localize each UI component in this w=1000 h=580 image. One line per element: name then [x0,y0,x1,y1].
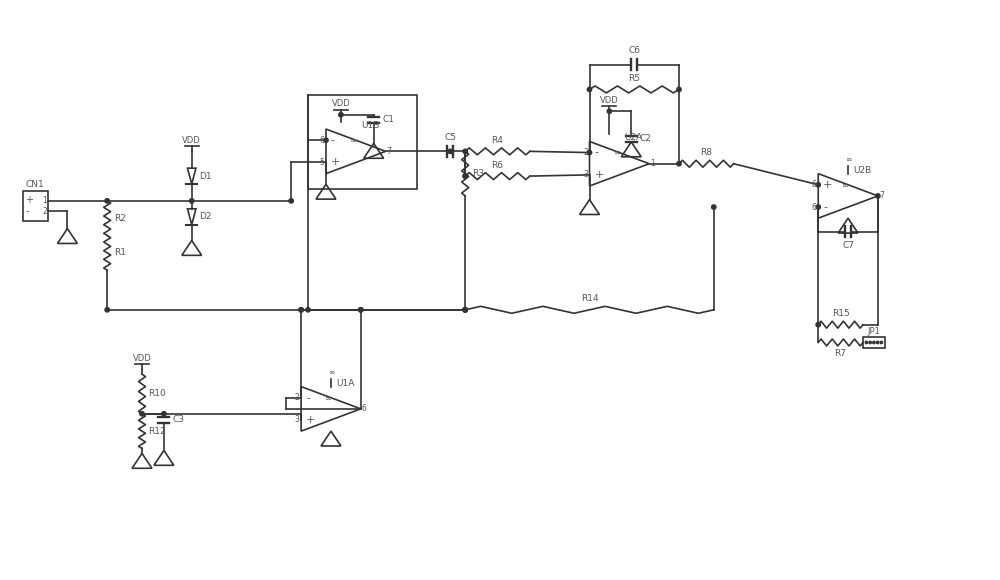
Circle shape [865,341,868,344]
Circle shape [876,194,880,198]
Bar [308,95,417,189]
Text: 5: 5 [320,158,324,167]
Text: VDD: VDD [133,354,151,363]
Text: -: - [25,206,29,216]
Text: 3: 3 [583,171,588,179]
Circle shape [105,307,109,312]
Circle shape [162,412,166,416]
Text: C3: C3 [172,415,184,424]
Text: R15: R15 [832,309,849,318]
Bar [863,337,885,348]
Circle shape [816,205,820,209]
Circle shape [299,307,303,312]
Text: -: - [594,147,598,158]
Bar [23,191,48,220]
Text: R10: R10 [148,390,166,398]
Circle shape [873,341,875,344]
Text: C1: C1 [382,115,394,124]
Circle shape [299,307,303,312]
Text: U2A: U2A [624,133,643,143]
Text: R8: R8 [700,148,712,157]
Circle shape [463,307,467,312]
Text: R2: R2 [114,213,126,223]
Circle shape [463,149,467,154]
Circle shape [816,322,820,327]
Text: 7: 7 [387,147,392,156]
Text: C5: C5 [444,133,456,142]
Text: R14: R14 [581,295,598,303]
Text: VDD: VDD [332,99,350,108]
Text: U1B: U1B [361,121,379,130]
Text: 2: 2 [43,206,47,216]
Text: 1: 1 [43,196,47,205]
Text: +: + [25,195,33,205]
Circle shape [816,183,820,187]
Circle shape [463,174,467,178]
Circle shape [869,341,871,344]
Text: R6: R6 [492,161,504,170]
Text: R3: R3 [472,169,484,178]
Circle shape [448,149,452,154]
Circle shape [677,162,681,166]
Circle shape [359,307,363,312]
Text: D1: D1 [199,172,212,180]
Text: VDD: VDD [182,136,201,145]
Text: 2: 2 [295,393,300,402]
Text: +: + [594,170,604,180]
Text: 6: 6 [320,136,324,144]
Text: -: - [306,393,310,403]
Text: +: + [331,158,340,168]
Text: U1A: U1A [336,379,354,387]
Text: R5: R5 [628,74,640,83]
Text: ∞: ∞ [845,155,851,164]
Text: 3: 3 [295,415,300,425]
Circle shape [140,412,144,416]
Text: ∞: ∞ [842,180,849,190]
Circle shape [712,205,716,209]
Text: R4: R4 [492,136,503,145]
Circle shape [289,199,293,203]
Text: C2: C2 [640,135,652,143]
Circle shape [463,307,467,312]
Circle shape [587,87,592,92]
Circle shape [463,174,467,178]
Text: 7: 7 [879,191,884,201]
Circle shape [306,307,310,312]
Text: 6: 6 [812,180,817,189]
Text: ∞: ∞ [328,368,334,376]
Circle shape [190,199,194,203]
Text: R1: R1 [114,248,126,258]
Text: 6: 6 [812,202,817,212]
Circle shape [677,87,681,92]
Circle shape [880,341,883,344]
Text: ∞: ∞ [349,136,356,145]
Text: -: - [823,202,827,212]
Text: CN1: CN1 [26,180,44,190]
Circle shape [463,307,467,312]
Circle shape [463,307,467,312]
Text: +: + [823,180,833,190]
Text: 1: 1 [650,160,655,168]
Text: 2: 2 [583,148,588,157]
Circle shape [339,113,343,117]
Text: D2: D2 [199,212,212,221]
Text: C7: C7 [842,241,854,250]
Text: 6: 6 [362,404,367,414]
Text: C6: C6 [628,46,640,55]
Circle shape [324,138,328,142]
Circle shape [359,307,363,312]
Text: U2B: U2B [853,166,871,175]
Text: -: - [331,135,335,145]
Circle shape [607,109,612,114]
Circle shape [105,199,109,203]
Text: ∞: ∞ [324,393,331,403]
Text: ∞: ∞ [613,148,620,157]
Text: R12: R12 [148,427,166,436]
Circle shape [587,150,592,155]
Text: R7: R7 [835,349,847,358]
Text: VDD: VDD [600,96,619,105]
Circle shape [876,341,879,344]
Text: JP1: JP1 [867,327,880,336]
Text: +: + [306,415,315,425]
